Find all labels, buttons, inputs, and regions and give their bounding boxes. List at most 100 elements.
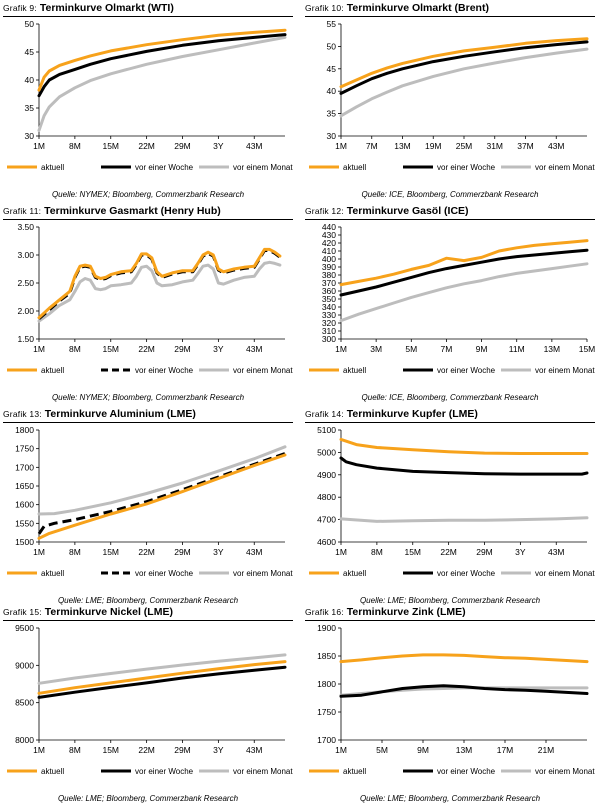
legend-label: vor einem Monat: [233, 569, 293, 578]
x-tick-label: 13M: [394, 141, 411, 151]
x-tick-label: 25M: [456, 141, 473, 151]
x-tick-label: 21M: [538, 745, 555, 755]
y-tick-label: 45: [25, 47, 35, 57]
x-tick-label: 29M: [174, 344, 191, 354]
y-tick-label: 4700: [317, 515, 336, 525]
series-line-monat: [339, 516, 589, 523]
x-tick-label: 1M: [335, 745, 347, 755]
x-tick-label: 8M: [69, 344, 81, 354]
x-tick-label: 15M: [102, 141, 119, 151]
chart-source: Quelle: LME; Bloomberg, Commerzbank Rese…: [359, 596, 541, 605]
y-tick-label: 3.00: [17, 250, 34, 260]
y-tick-label: 9500: [15, 623, 34, 633]
chart-source: Quelle: LME; Bloomberg, Commerzbank Rese…: [57, 596, 239, 605]
y-tick-label: 1750: [15, 444, 34, 454]
x-tick-label: 37M: [517, 141, 534, 151]
chart-panel-g11: Grafik 11: Terminkurve Gasmarkt (Henry H…: [3, 205, 293, 407]
x-tick-label: 22M: [440, 547, 457, 557]
title-rule: [3, 422, 293, 423]
legend-label: vor einem Monat: [233, 767, 293, 776]
series-line-aktuell: [339, 37, 589, 89]
chart-title: Grafik 10: Terminkurve Olmarkt (Brent): [305, 2, 489, 14]
legend-label: vor einer Woche: [437, 366, 496, 375]
legend-label: vor einer Woche: [135, 569, 194, 578]
line-chart-g15: 8000 8500 9000 9500 1M 8M 15M 22M 29M 3Y 43M aktuel…: [7, 623, 293, 776]
x-tick-label: 1M: [335, 547, 347, 557]
x-tick-label: 5M: [405, 344, 417, 354]
x-tick-label: 1M: [335, 141, 347, 151]
series-line-woche: [339, 684, 589, 698]
y-tick-label: 330: [322, 310, 336, 320]
x-tick-label: 1M: [33, 547, 45, 557]
line-chart-g11: 1.50 2.00 2.50 3.00 3.50 1M 8M 15M 22M 29M 3Y 43M ak…: [7, 222, 293, 375]
legend-label: aktuell: [343, 767, 366, 776]
chart-panel-g10: Grafik 10: Terminkurve Olmarkt (Brent) 3…: [305, 2, 595, 204]
y-tick-label: 45: [327, 64, 337, 74]
x-tick-label: 7M: [366, 141, 378, 151]
x-tick-label: 13M: [544, 344, 561, 354]
series-line-aktuell: [37, 453, 287, 540]
y-tick-label: 340: [322, 302, 336, 312]
series-line-woche: [339, 40, 589, 95]
line-chart-g14: 4600 4700 4800 4900 5000 5100 1M 8M 15M 22M 29M 3Y 4…: [309, 425, 595, 578]
title-rule: [3, 620, 293, 621]
x-tick-label: 3Y: [213, 547, 224, 557]
x-tick-label: 29M: [174, 745, 191, 755]
x-tick-label: 43M: [246, 344, 263, 354]
chart-panel-g16: Grafik 16: Terminkurve Zink (LME) 1700 17…: [305, 606, 595, 808]
chart-title: Grafik 14: Terminkurve Kupfer (LME): [305, 408, 478, 420]
legend-label: vor einem Monat: [535, 767, 595, 776]
y-tick-label: 1850: [317, 651, 336, 661]
legend-label: aktuell: [343, 366, 366, 375]
x-tick-label: 22M: [138, 547, 155, 557]
x-tick-label: 8M: [371, 547, 383, 557]
series-line-monat: [339, 47, 589, 118]
y-tick-label: 40: [25, 75, 35, 85]
y-tick-label: 1750: [317, 707, 336, 717]
y-tick-label: 1.50: [17, 334, 34, 344]
y-tick-label: 410: [322, 246, 336, 256]
y-tick-label: 370: [322, 278, 336, 288]
y-tick-label: 9000: [15, 660, 34, 670]
y-tick-label: 1800: [317, 679, 336, 689]
y-tick-label: 8000: [15, 735, 34, 745]
x-tick-label: 8M: [69, 141, 81, 151]
series-line-woche: [37, 33, 287, 98]
chart-source: Quelle: ICE, Bloomberg, Commerzbank Rese…: [361, 190, 539, 199]
y-tick-label: 320: [322, 318, 336, 328]
y-tick-label: 50: [25, 19, 35, 29]
line-chart-g9: 30 35 40 45 50 1M 8M 15M 22M 29M 3Y 43M aktuell vor e…: [7, 19, 293, 172]
x-tick-label: 43M: [246, 141, 263, 151]
x-tick-label: 22M: [138, 344, 155, 354]
line-chart-g13: 1500 1550 1600 1650 1700 1750 1800 1M 8M 15M 22M 29…: [7, 425, 293, 578]
y-tick-label: 350: [322, 294, 336, 304]
title-rule: [305, 219, 595, 220]
chart-title: Grafik 16: Terminkurve Zink (LME): [305, 606, 466, 618]
y-tick-label: 2.50: [17, 278, 34, 288]
series-line-aktuell: [37, 247, 282, 320]
x-tick-label: 29M: [174, 141, 191, 151]
x-tick-label: 3M: [370, 344, 382, 354]
legend-label: vor einer Woche: [437, 163, 496, 172]
y-tick-label: 440: [322, 222, 336, 232]
y-tick-label: 1700: [317, 735, 336, 745]
y-tick-label: 4900: [317, 470, 336, 480]
y-tick-label: 30: [327, 131, 337, 141]
x-tick-label: 15M: [102, 547, 119, 557]
legend-label: aktuell: [343, 569, 366, 578]
chart-source: Quelle: NYMEX; Bloomberg, Commerzbank Re…: [51, 190, 245, 199]
x-tick-label: 11M: [509, 344, 525, 354]
title-rule: [305, 16, 595, 17]
x-tick-label: 43M: [548, 547, 565, 557]
chart-panel-g12: Grafik 12: Terminkurve Gasöl (ICE) 300 31…: [305, 205, 595, 407]
legend-label: aktuell: [41, 366, 64, 375]
legend-label: vor einer Woche: [135, 366, 194, 375]
y-tick-label: 2.00: [17, 306, 34, 316]
series-line-woche: [339, 456, 589, 476]
legend-label: vor einer Woche: [437, 569, 496, 578]
legend-label: vor einem Monat: [233, 163, 293, 172]
legend-label: vor einer Woche: [135, 767, 194, 776]
title-rule: [305, 422, 595, 423]
chart-source: Quelle: ICE, Bloomberg, Commerzbank Rese…: [361, 393, 539, 402]
chart-title: Grafik 11: Terminkurve Gasmarkt (Henry H…: [3, 205, 221, 217]
